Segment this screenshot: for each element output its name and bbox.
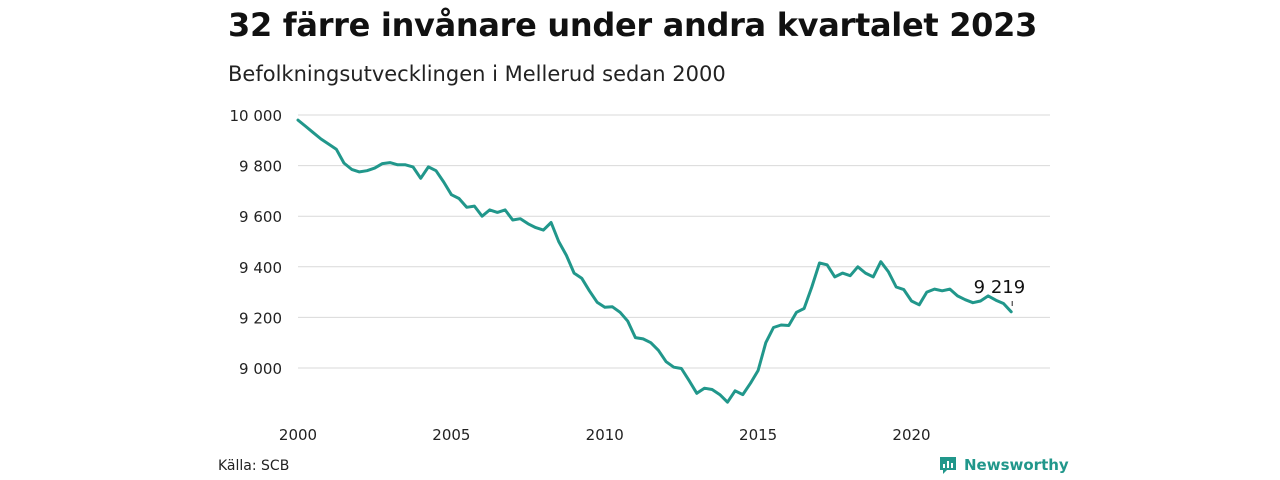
- series-line: [296, 118, 1013, 404]
- y-axis: 9 000 9 200 9 400 9 600 9 800 10 000: [230, 107, 283, 378]
- y-tick-label: 9 400: [239, 259, 282, 277]
- source-note: Källa: SCB: [218, 458, 290, 474]
- brand-logo[interactable]: Newsworthy: [938, 455, 1069, 475]
- x-tick-label: 2020: [892, 426, 930, 444]
- y-tick-label: 10 000: [230, 107, 283, 125]
- end-annotation: 9 219: [974, 277, 1026, 306]
- chart-title: 32 färre invånare under andra kvartalet …: [228, 6, 1038, 44]
- y-tick-label: 9 200: [239, 309, 282, 327]
- x-tick-label: 2005: [432, 426, 470, 444]
- x-tick-label: 2010: [586, 426, 624, 444]
- y-tick-label: 9 800: [239, 158, 282, 176]
- x-tick-label: 2015: [739, 426, 777, 444]
- grid-lines: [298, 114, 1050, 369]
- newsworthy-logo-icon: [940, 457, 956, 474]
- x-tick-label: 2000: [279, 426, 317, 444]
- y-tick-label: 9 000: [239, 360, 282, 378]
- chart-subtitle: Befolkningsutvecklingen i Mellerud sedan…: [228, 62, 726, 86]
- series-group: [296, 118, 1013, 404]
- end-value-label: 9 219: [974, 277, 1026, 298]
- y-tick-label: 9 600: [239, 208, 282, 226]
- brand-name: Newsworthy: [964, 456, 1069, 474]
- x-axis: 2000 2005 2010 2015 2020: [279, 426, 931, 444]
